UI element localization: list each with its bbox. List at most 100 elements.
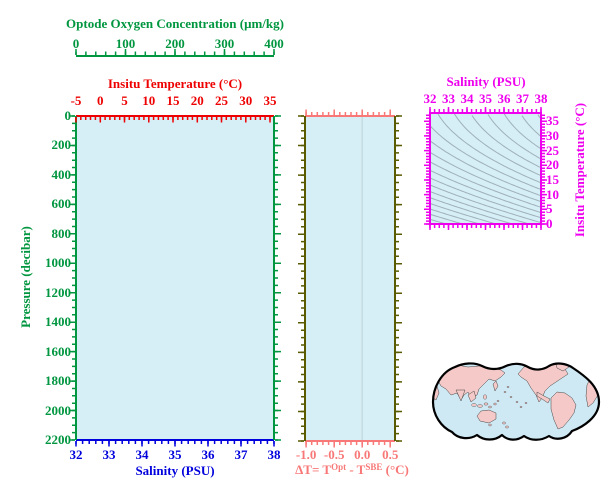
pressure-tick-label: 800 — [51, 225, 72, 241]
delta-t-tick-label: 0.0 — [354, 447, 371, 462]
ts-temperature-minor-ticks-right — [542, 114, 545, 225]
temperature-tick-label: 25 — [215, 93, 228, 108]
temperature-axis-title: Insitu Temperature (°C) — [107, 76, 243, 91]
ts-salinity-minor-ticks-bottom — [429, 225, 542, 228]
pressure-tick-label: 1000 — [45, 255, 71, 271]
ts-frame — [429, 112, 542, 225]
ts-temperature-tick-label: 10 — [546, 186, 559, 202]
pressure-tick-label: 2200 — [45, 432, 71, 447]
salinity-tick-label: 35 — [168, 447, 182, 462]
map-island — [483, 402, 489, 406]
map-outline — [431, 362, 601, 441]
density-isoline — [431, 152, 540, 202]
map-landmass — [550, 391, 577, 430]
pressure-tick-label: 0 — [64, 108, 72, 123]
map-island — [483, 394, 487, 400]
map-landmass — [517, 363, 569, 403]
ts-salinity-tick-label: 35 — [479, 91, 492, 106]
salinity-tick-label: 33 — [102, 447, 116, 462]
density-isoline — [521, 115, 540, 137]
map-island — [488, 423, 492, 427]
map-island — [503, 391, 507, 394]
salinity-tick-label: 34 — [135, 447, 149, 462]
oxygen-minor-ticks — [75, 51, 275, 55]
map-island — [515, 401, 519, 404]
oxygen-tick-label: 0 — [72, 36, 80, 51]
map-island — [471, 403, 477, 407]
delta-plot-fill — [305, 116, 395, 441]
ts-salinity-tick-label: 37 — [516, 91, 529, 106]
density-isoline — [487, 114, 540, 159]
density-isoline — [431, 140, 540, 196]
ts-salinity-tick-label: 36 — [497, 91, 511, 106]
pressure-axis-title: Pressure (decibar) — [18, 226, 33, 328]
main-profile-plot-area — [76, 116, 274, 440]
delta-t-tick-label: -0.5 — [323, 447, 345, 462]
pressure-tick-label: 1800 — [45, 373, 71, 389]
density-isoline — [431, 184, 540, 223]
salinity-minor-ticks — [75, 441, 275, 444]
ts-density-isolines — [431, 114, 540, 223]
temperature-tick-label: 30 — [239, 93, 253, 108]
delta-t-title-superscript: SBE — [365, 462, 383, 472]
delta-t-major-ticks-bottom — [305, 442, 391, 448]
salinity-tick-label: 32 — [69, 447, 83, 462]
density-isoline — [453, 114, 540, 176]
map-landmass — [436, 364, 506, 401]
density-isoline — [431, 197, 511, 223]
delta-t-minor-ticks-bottom — [305, 442, 391, 445]
map-landmass — [536, 391, 551, 404]
ts-temperature-tick-label: 0 — [546, 216, 553, 231]
ts-temperature-tick-label: 5 — [546, 201, 553, 217]
density-isoline — [471, 115, 540, 168]
map-landmass — [492, 380, 499, 392]
delta-t-title-segment: - T — [346, 462, 366, 477]
oxygen-axis-title: Optode Oxygen Concentration (μm/kg) — [66, 16, 284, 31]
temperature-minor-ticks — [75, 117, 271, 120]
map-landmass — [455, 389, 466, 402]
ts-salinity-axis-title: Salinity (PSU) — [446, 74, 526, 89]
density-isoline — [503, 114, 540, 149]
salinity-tick-label: 36 — [201, 447, 215, 462]
map-island — [488, 405, 492, 409]
ts-salinity-tick-label: 33 — [442, 91, 455, 106]
pressure-minor-ticks-left — [72, 115, 75, 441]
ts-temperature-tick-label: 35 — [546, 113, 559, 129]
temperature-tick-label: 20 — [190, 93, 204, 108]
pressure-tick-label: 200 — [51, 137, 72, 153]
density-isoline — [431, 208, 478, 223]
delta-t-title-superscript: Opt — [331, 462, 347, 472]
oxygen-tick-label: 100 — [115, 36, 136, 51]
density-isoline — [431, 177, 540, 218]
temperature-tick-label: 10 — [142, 93, 156, 108]
map-island — [524, 402, 528, 405]
ts-salinity-tick-label: 38 — [534, 91, 548, 106]
map-landmass — [467, 390, 477, 403]
temperature-tick-label: 0 — [97, 93, 104, 108]
map-island — [502, 421, 506, 425]
map-island — [505, 425, 509, 429]
delta-t-tick-label: 0.5 — [382, 447, 399, 462]
density-isoline — [431, 214, 462, 223]
delta-t-title-segment: (°C) — [382, 462, 409, 477]
map-island — [477, 404, 483, 408]
ts-temperature-tick-label: 15 — [546, 171, 559, 187]
density-isoline — [431, 125, 540, 190]
salinity-tick-label: 37 — [234, 447, 248, 462]
density-isoline — [431, 191, 528, 223]
pressure-tick-label: 1200 — [45, 284, 71, 300]
ts-temperature-minor-ticks-left — [426, 114, 429, 225]
density-isoline — [437, 114, 540, 183]
density-isoline — [431, 161, 540, 208]
salinity-tick-label: 38 — [267, 447, 281, 462]
map-island — [493, 402, 497, 406]
map-island — [506, 386, 510, 389]
temperature-tick-label: -5 — [70, 93, 82, 108]
oxygen-tick-label: 200 — [165, 36, 185, 51]
pressure-tick-label: 600 — [51, 196, 72, 212]
density-isoline — [431, 219, 445, 223]
delta-t-minor-ticks-top — [305, 112, 391, 115]
delta-t-plot-area — [305, 116, 395, 441]
